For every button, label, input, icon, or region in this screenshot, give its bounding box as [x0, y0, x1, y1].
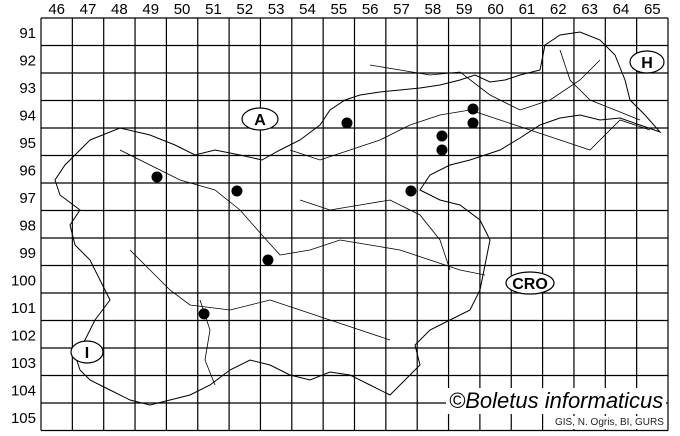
column-label: 47: [80, 1, 97, 18]
record-marker: [231, 185, 243, 197]
record-marker: [467, 117, 479, 129]
row-label: 93: [19, 80, 36, 97]
country-label-hungary: H: [629, 50, 665, 74]
row-label: 92: [19, 52, 36, 69]
column-label: 52: [236, 1, 253, 18]
row-label: 105: [11, 410, 36, 427]
copyright-credit: ©Boletus informaticus: [446, 388, 667, 414]
country-label-italy: I: [70, 340, 104, 364]
column-label: 63: [581, 1, 598, 18]
svg-text:CRO: CRO: [512, 276, 548, 293]
record-marker: [405, 185, 417, 197]
row-label: 96: [19, 162, 36, 179]
river: [119, 149, 486, 276]
record-marker: [467, 103, 479, 115]
column-label: 56: [362, 1, 379, 18]
record-marker: [436, 130, 448, 142]
row-label: 102: [11, 327, 36, 344]
column-label: 59: [456, 1, 473, 18]
record-marker: [198, 308, 210, 320]
column-label: 55: [330, 1, 347, 18]
river: [289, 109, 651, 161]
country-label-croatia: CRO: [505, 271, 555, 295]
row-label: 91: [19, 25, 36, 42]
svg-text:I: I: [85, 345, 89, 362]
grid-lines: [40, 17, 669, 432]
row-label: 104: [11, 382, 36, 399]
column-label: 60: [487, 1, 504, 18]
record-marker: [436, 144, 448, 156]
record-marker: [262, 254, 274, 266]
svg-text:A: A: [254, 112, 266, 129]
row-label: 103: [11, 355, 36, 372]
river: [129, 249, 391, 341]
column-label: 50: [174, 1, 191, 18]
row-label: 95: [19, 135, 36, 152]
column-label: 57: [393, 1, 410, 18]
country-labels: A H CRO I: [70, 50, 665, 364]
column-label: 62: [550, 1, 567, 18]
record-marker: [341, 117, 353, 129]
column-labels: 46 47 48 49 50 51 52 53 54 55 56 57 58 59 60 61 62 63 64 65: [48, 1, 660, 18]
column-label: 54: [299, 1, 316, 18]
row-label: 98: [19, 217, 36, 234]
row-labels: 91 92 93 94 95 96 97 98 99 100 101 102 103 104 105: [11, 25, 36, 427]
river: [559, 49, 641, 121]
country-border: [54, 31, 662, 406]
column-label: 49: [142, 1, 159, 18]
row-label: 94: [19, 107, 36, 124]
column-label: 65: [644, 1, 661, 18]
row-label: 97: [19, 190, 36, 207]
data-source: GIS, N. Ogris, BI, GURS: [553, 416, 666, 429]
row-label: 100: [11, 272, 36, 289]
column-label: 61: [519, 1, 536, 18]
column-label: 58: [425, 1, 442, 18]
column-label: 64: [613, 1, 630, 18]
rivers: [119, 49, 651, 386]
row-label: 101: [11, 300, 36, 317]
row-label: 99: [19, 245, 36, 262]
record-marker: [151, 171, 163, 183]
column-label: 53: [268, 1, 285, 18]
svg-text:H: H: [641, 55, 653, 72]
river: [299, 199, 451, 271]
column-label: 46: [48, 1, 65, 18]
record-markers: [151, 103, 479, 320]
country-label-austria: A: [241, 107, 279, 131]
river: [369, 59, 601, 111]
column-label: 48: [111, 1, 128, 18]
column-label: 51: [205, 1, 222, 18]
